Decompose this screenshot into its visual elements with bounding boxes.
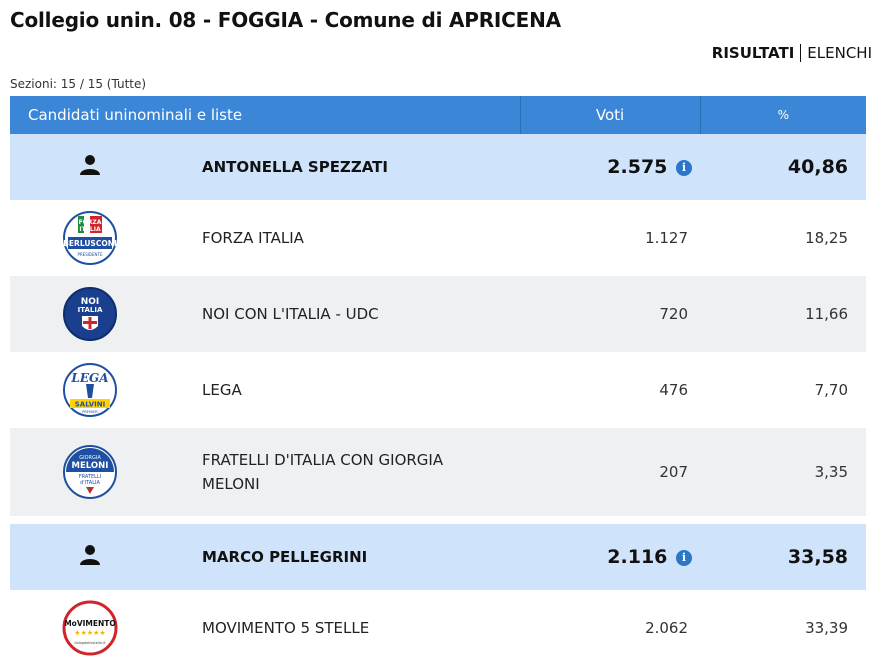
svg-text:MoVIMENTO: MoVIMENTO <box>64 619 116 628</box>
candidate-name: MARCO PELLEGRINI <box>202 548 368 566</box>
list-votes: 2.062 <box>645 619 689 637</box>
tab-risultati[interactable]: RISULTATI <box>712 44 802 62</box>
svg-text:ITALIA: ITALIA <box>78 306 103 314</box>
person-icon <box>80 155 100 175</box>
forza-italia-logo: FORZA ITALIA BERLUSCONI PRESIDENTE <box>63 211 117 265</box>
list-row[interactable]: LEGA SALVINI PREMIER LEGA 476 7,70 <box>10 352 867 428</box>
candidate-votes: 2.575 <box>607 156 668 178</box>
header-pct: % <box>699 96 867 134</box>
header-candidates: Candidati uninominali e liste <box>28 106 243 124</box>
svg-text:FRATELLI: FRATELLI <box>79 474 101 480</box>
svg-text:ITALIA: ITALIA <box>79 226 101 233</box>
candidate-pct: 40,86 <box>787 156 849 178</box>
candidate-votes: 2.116 <box>607 546 668 568</box>
svg-text:FORZA: FORZA <box>79 219 102 226</box>
sections-count: Sezioni: 15 / 15 (Tutte) <box>10 77 147 91</box>
svg-text:PRESIDENTE: PRESIDENTE <box>77 252 102 257</box>
row-spacer <box>10 516 867 524</box>
page-title: Collegio unin. 08 - FOGGIA - Comune di A… <box>10 8 561 32</box>
list-name: FORZA ITALIA <box>202 229 304 247</box>
svg-text:BERLUSCONI: BERLUSCONI <box>63 239 117 248</box>
list-votes: 720 <box>659 305 689 323</box>
list-name: NOI CON L'ITALIA - UDC <box>202 305 379 323</box>
results-table: Candidati uninominali e liste Voti % ANT… <box>10 96 867 666</box>
movimento-5-stelle-logo: MoVIMENTO ★★★★★ ilblogdellestelle.it <box>62 600 118 656</box>
header-votes: Voti <box>519 96 701 134</box>
noi-con-italia-logo: NOI ITALIA <box>63 287 117 341</box>
svg-text:SALVINI: SALVINI <box>75 401 105 409</box>
candidate-pct: 33,58 <box>787 546 849 568</box>
list-pct: 18,25 <box>805 229 849 247</box>
lega-logo: LEGA SALVINI PREMIER <box>63 363 117 417</box>
svg-text:GIORGIA: GIORGIA <box>79 455 101 461</box>
svg-text:PREMIER: PREMIER <box>82 410 98 414</box>
info-icon[interactable]: i <box>676 550 693 566</box>
fratelli-italia-logo: GIORGIA MELONI FRATELLI d'ITALIA <box>63 445 117 499</box>
list-row[interactable]: GIORGIA MELONI FRATELLI d'ITALIA FRATELL… <box>10 428 867 516</box>
list-pct: 7,70 <box>814 381 849 399</box>
svg-text:MELONI: MELONI <box>72 461 109 471</box>
svg-text:NOI: NOI <box>81 297 100 307</box>
list-pct: 33,39 <box>805 619 849 637</box>
view-switch: RISULTATI ELENCHI <box>712 44 872 62</box>
svg-text:★★★★★: ★★★★★ <box>74 629 105 637</box>
list-votes: 207 <box>659 463 689 481</box>
list-votes: 1.127 <box>645 229 689 247</box>
candidate-row[interactable]: MARCO PELLEGRINI 2.116 i 33,58 <box>10 524 867 590</box>
table-header: Candidati uninominali e liste Voti % <box>10 96 867 134</box>
candidate-name: ANTONELLA SPEZZATI <box>202 158 388 176</box>
list-name: LEGA <box>202 381 242 399</box>
list-row[interactable]: MoVIMENTO ★★★★★ ilblogdellestelle.it MOV… <box>10 590 867 666</box>
person-icon <box>80 545 100 565</box>
tab-elenchi[interactable]: ELENCHI <box>807 44 872 62</box>
list-name: MOVIMENTO 5 STELLE <box>202 619 370 637</box>
svg-text:LEGA: LEGA <box>70 371 108 385</box>
list-row[interactable]: FORZA ITALIA BERLUSCONI PRESIDENTE FORZA… <box>10 200 867 276</box>
list-row[interactable]: NOI ITALIA NOI CON L'ITALIA - UDC 720 11… <box>10 276 867 352</box>
list-pct: 11,66 <box>805 305 849 323</box>
list-name: FRATELLI D'ITALIA CON GIORGIA MELONI <box>202 451 444 493</box>
list-votes: 476 <box>659 381 689 399</box>
info-icon[interactable]: i <box>676 160 693 176</box>
svg-text:d'ITALIA: d'ITALIA <box>80 480 100 486</box>
list-pct: 3,35 <box>814 463 849 481</box>
svg-text:ilblogdellestelle.it: ilblogdellestelle.it <box>75 641 107 645</box>
candidate-row[interactable]: ANTONELLA SPEZZATI 2.575 i 40,86 <box>10 134 867 200</box>
